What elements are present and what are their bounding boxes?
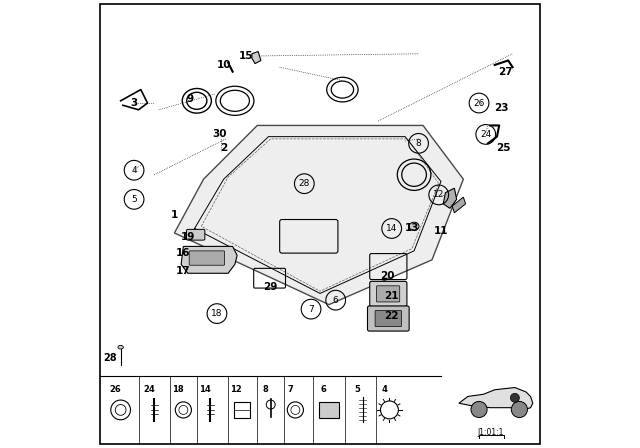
Text: 28: 28 [104, 353, 117, 363]
Polygon shape [174, 125, 463, 305]
Text: 21: 21 [385, 291, 399, 301]
FancyBboxPatch shape [375, 310, 401, 327]
Ellipse shape [409, 222, 419, 230]
Text: 9: 9 [186, 94, 194, 103]
Text: 4: 4 [381, 385, 387, 394]
Text: 6: 6 [321, 385, 326, 394]
Text: 27: 27 [499, 67, 513, 77]
Text: 30: 30 [212, 129, 227, 139]
Text: 24: 24 [480, 130, 492, 139]
Text: 18: 18 [211, 309, 223, 318]
Text: 19: 19 [180, 233, 195, 242]
Polygon shape [443, 188, 457, 208]
Text: 11: 11 [434, 226, 448, 236]
Text: 17: 17 [176, 266, 191, 276]
Text: 2: 2 [220, 143, 227, 153]
Circle shape [511, 393, 520, 402]
Text: 26: 26 [474, 99, 484, 108]
Polygon shape [252, 52, 261, 64]
Text: 12: 12 [433, 190, 444, 199]
Text: 23: 23 [494, 103, 509, 112]
FancyBboxPatch shape [189, 251, 225, 265]
Text: 8: 8 [262, 385, 268, 394]
Text: 16: 16 [176, 248, 191, 258]
Polygon shape [181, 246, 237, 273]
Ellipse shape [118, 345, 124, 349]
Polygon shape [452, 197, 466, 213]
FancyBboxPatch shape [376, 286, 400, 302]
Text: 26: 26 [109, 385, 121, 394]
Text: 1: 1 [171, 210, 178, 220]
Circle shape [511, 401, 527, 418]
Text: 22: 22 [385, 311, 399, 321]
Bar [319, 402, 339, 418]
FancyBboxPatch shape [367, 306, 409, 331]
Text: 24: 24 [143, 385, 155, 394]
Text: 8: 8 [416, 139, 421, 148]
Text: 13: 13 [404, 224, 419, 233]
Text: 12: 12 [230, 385, 242, 394]
Text: 10: 10 [216, 60, 231, 70]
Text: 28: 28 [299, 179, 310, 188]
Text: 14: 14 [199, 385, 211, 394]
Text: 18: 18 [172, 385, 184, 394]
Text: 20: 20 [380, 271, 394, 280]
Text: 3: 3 [131, 98, 138, 108]
FancyBboxPatch shape [186, 229, 205, 240]
FancyBboxPatch shape [370, 281, 407, 306]
Text: 7: 7 [308, 305, 314, 314]
Text: 14: 14 [386, 224, 397, 233]
Text: 6: 6 [333, 296, 339, 305]
Text: 4: 4 [131, 166, 137, 175]
Text: J1:01:1: J1:01:1 [477, 428, 504, 437]
Text: 25: 25 [497, 143, 511, 153]
Polygon shape [459, 388, 533, 410]
Circle shape [471, 401, 487, 418]
Text: 15: 15 [239, 51, 253, 61]
Text: 5: 5 [131, 195, 137, 204]
Text: 29: 29 [264, 282, 278, 292]
Text: 7: 7 [287, 385, 293, 394]
Bar [234, 402, 250, 418]
Text: 5: 5 [355, 385, 360, 394]
